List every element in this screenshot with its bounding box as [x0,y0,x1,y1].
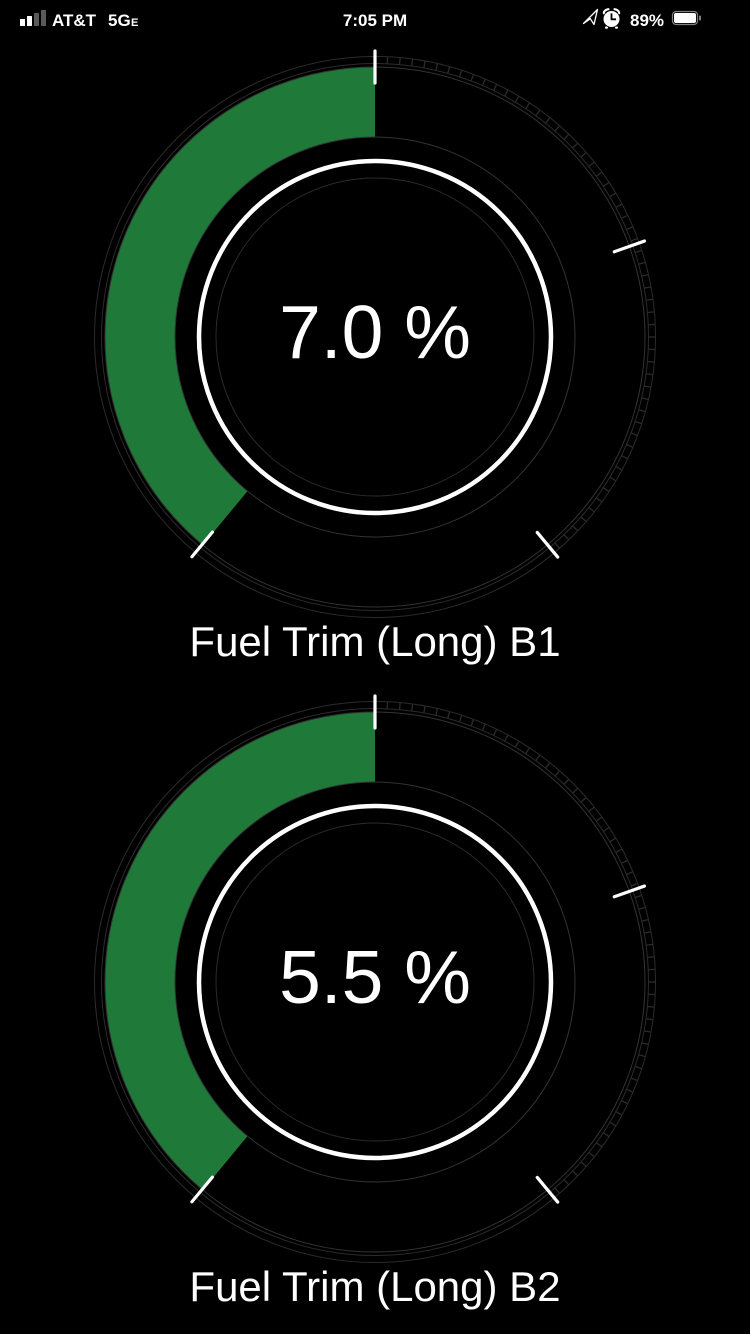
svg-text:Fuel Trim (Long) B2: Fuel Trim (Long) B2 [189,1263,560,1310]
svg-text:89%: 89% [630,11,664,30]
svg-text:AT&T: AT&T [52,11,97,30]
svg-text:Fuel Trim (Long) B1: Fuel Trim (Long) B1 [189,618,560,665]
svg-text:7:05 PM: 7:05 PM [343,11,407,30]
svg-text:5.5 %: 5.5 % [279,935,471,1019]
svg-text:5G: 5G [108,11,131,30]
svg-text:7.0 %: 7.0 % [279,290,471,374]
svg-text:E: E [131,17,138,29]
